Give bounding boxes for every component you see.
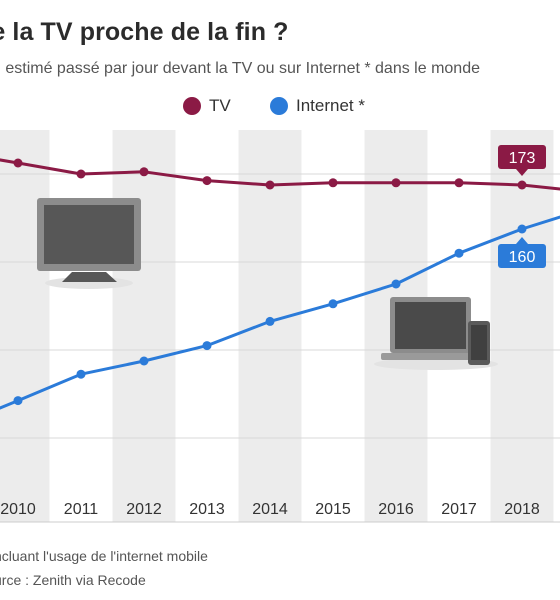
data-point-internet <box>13 396 23 406</box>
laptop-icon <box>374 297 498 370</box>
x-tick-label: 2018 <box>504 501 540 518</box>
x-tick-label: 2010 <box>0 501 36 518</box>
data-label-pointer <box>516 237 528 244</box>
legend-item-tv: TV <box>183 96 231 116</box>
data-point-tv <box>517 180 527 190</box>
data-label-internet: 160 <box>498 237 546 268</box>
data-point-internet <box>265 316 275 326</box>
chart-title: de la TV proche de la fin ? <box>0 18 289 46</box>
data-point-internet <box>76 369 86 379</box>
smartphone-screen <box>471 325 487 360</box>
data-point-tv <box>265 180 275 190</box>
x-tick-label: 2015 <box>315 501 351 518</box>
data-point-tv <box>13 158 23 168</box>
data-point-tv <box>328 178 338 188</box>
television-icon <box>37 198 141 289</box>
legend-label-internet: Internet * <box>296 96 365 115</box>
background-band <box>112 130 176 522</box>
legend-label-tv: TV <box>209 96 231 115</box>
data-label-text: 160 <box>509 249 536 266</box>
data-point-internet <box>139 356 149 366</box>
data-point-tv <box>139 167 149 177</box>
data-point-tv <box>76 169 86 179</box>
footnote: ncluant l'usage de l'internet mobile <box>0 548 208 564</box>
x-tick-label: 2014 <box>252 501 288 518</box>
data-point-internet <box>517 224 527 234</box>
x-tick-label: 2013 <box>189 501 225 518</box>
data-label-box <box>498 244 546 268</box>
background-band <box>0 130 50 522</box>
data-point-tv <box>391 178 401 188</box>
data-point-internet <box>454 248 464 258</box>
legend-marker-tv <box>183 97 201 115</box>
line-chart: 2010201120122013201420152016201720182019… <box>0 130 560 523</box>
laptop-base <box>381 353 480 360</box>
x-tick-label: 2017 <box>441 501 477 518</box>
television-stand <box>62 272 117 282</box>
x-tick-label: 2016 <box>378 501 414 518</box>
data-point-internet <box>328 299 338 309</box>
smartphone-icon <box>468 321 490 365</box>
laptop-screen <box>395 302 466 349</box>
legend-item-internet: Internet * <box>270 96 365 116</box>
data-point-internet <box>391 279 401 289</box>
x-tick-label: 2012 <box>126 501 162 518</box>
source-note: urce : Zenith via Recode <box>0 572 146 588</box>
data-point-internet <box>202 341 212 351</box>
legend-marker-internet <box>270 97 288 115</box>
data-label-box <box>498 145 546 169</box>
laptop-shadow <box>374 358 498 370</box>
data-label-tv: 173 <box>498 145 546 176</box>
chart-subtitle: n estimé passé par jour devant la TV ou … <box>0 60 480 77</box>
legend: TV Internet * <box>0 92 560 122</box>
background-band <box>238 130 302 522</box>
data-point-tv <box>202 176 212 186</box>
background-band <box>490 130 554 522</box>
data-point-tv <box>454 178 464 188</box>
data-label-text: 173 <box>509 150 536 167</box>
television-screen <box>44 205 134 264</box>
data-label-pointer <box>516 169 528 176</box>
x-tick-label: 2011 <box>64 501 99 518</box>
